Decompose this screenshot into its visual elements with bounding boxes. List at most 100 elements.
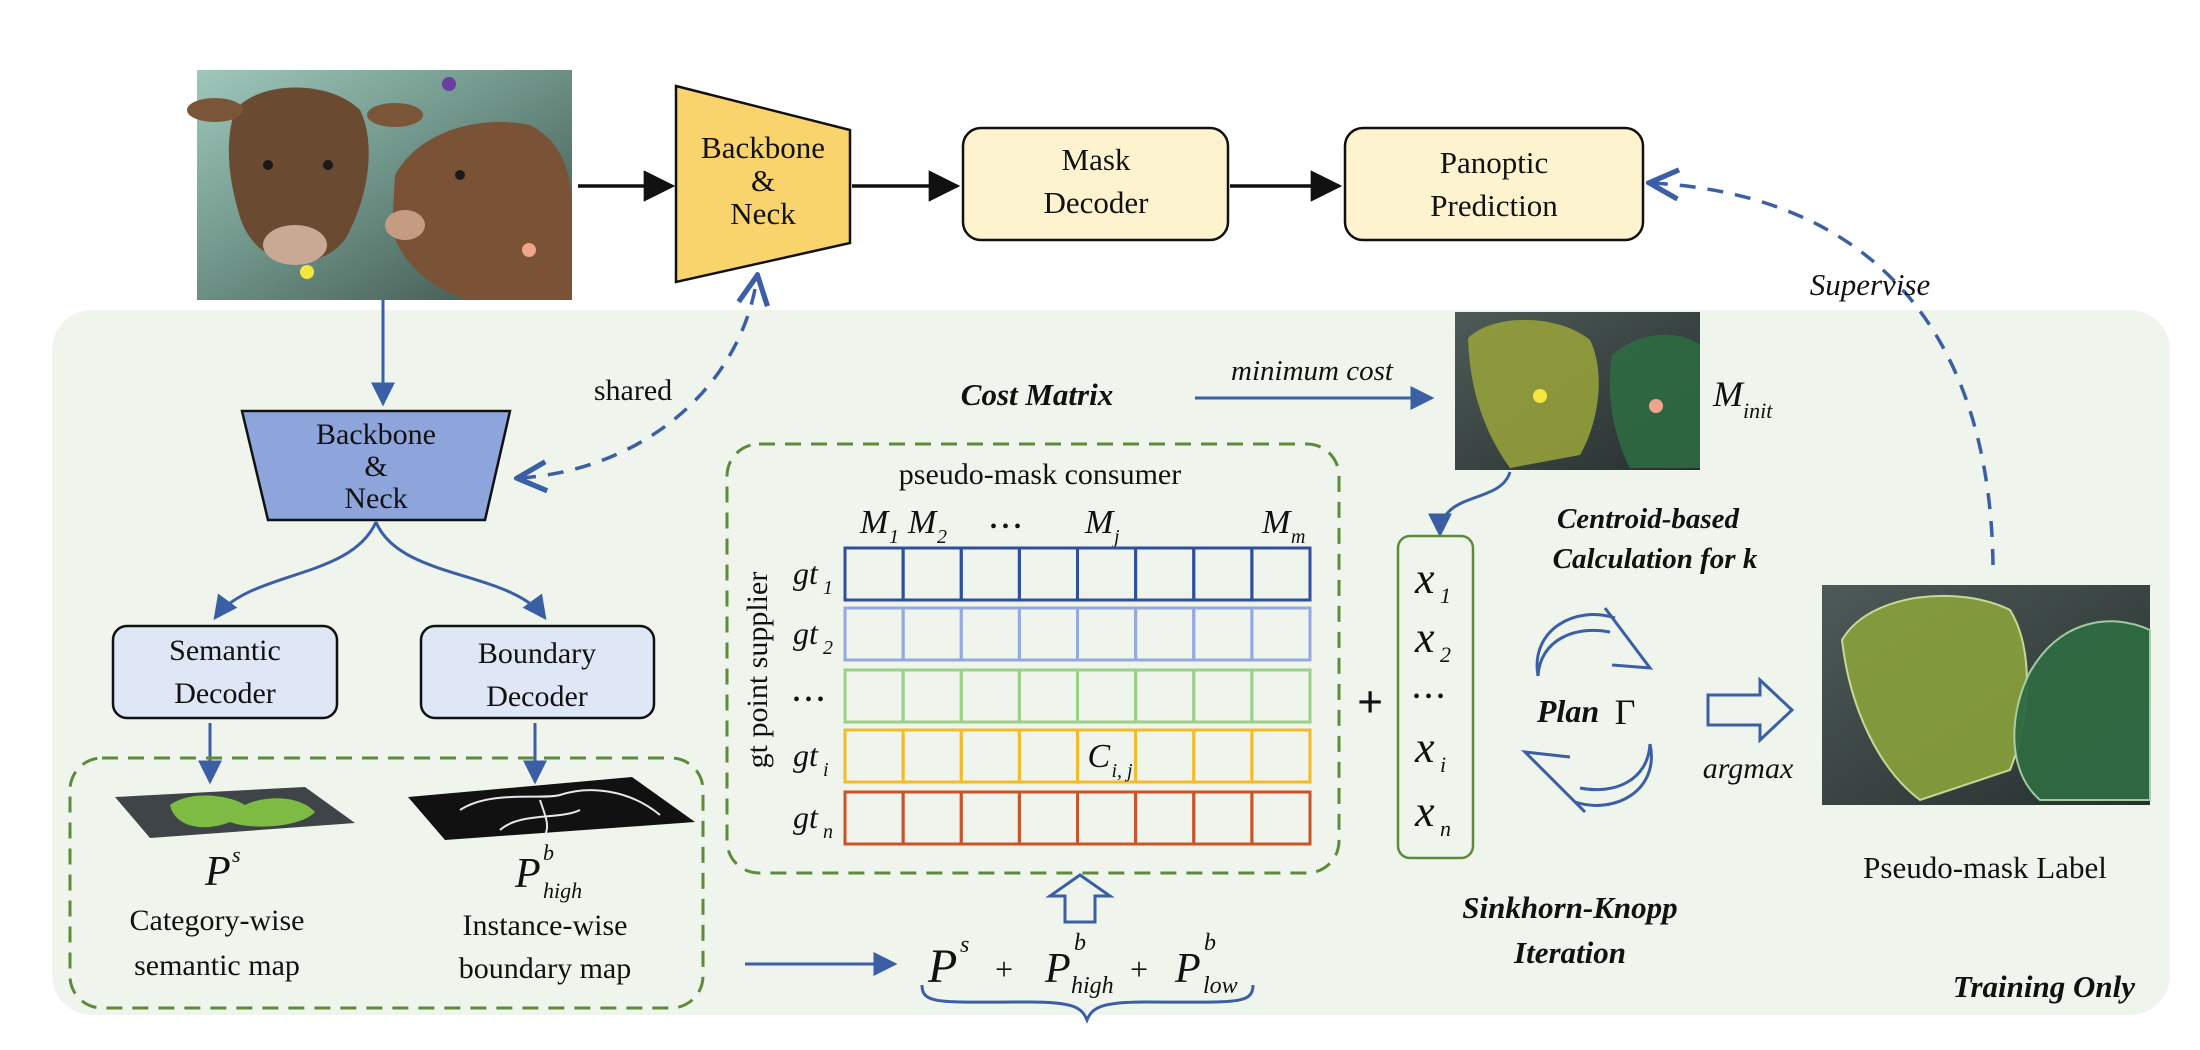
row-header-sub: n: [823, 821, 833, 843]
supervise-arrow: [1652, 183, 1995, 566]
svg-text:Backbone: Backbone: [701, 130, 825, 165]
row-header: gt: [793, 799, 819, 835]
centroid-label: Centroid-based: [1557, 503, 1740, 535]
column-header-sub: 1: [889, 526, 899, 548]
svg-text:Instance-wise: Instance-wise: [463, 909, 628, 942]
svg-text:M: M: [1712, 374, 1745, 414]
supervise-label: Supervise: [1810, 267, 1931, 302]
x-vector-entry-sub: 2: [1440, 642, 1451, 667]
svg-text:+: +: [995, 951, 1013, 987]
x-vector-entry: x: [1414, 723, 1435, 772]
svg-text:P: P: [514, 851, 541, 897]
matrix-cell: [1250, 728, 1312, 784]
training-only-label: Training Only: [1953, 969, 2136, 1004]
maps-box: [68, 756, 705, 1010]
shared-arrow: [520, 278, 757, 478]
cycle-icon: [1520, 607, 1654, 814]
svg-text:+: +: [1130, 951, 1148, 987]
svg-text:boundary map: boundary map: [459, 952, 631, 985]
svg-text:P: P: [204, 849, 231, 895]
svg-text:Decoder: Decoder: [1044, 185, 1150, 220]
backbone-bottom: Backbone & Neck: [240, 409, 512, 522]
column-header: • • •: [990, 516, 1021, 538]
x-vector-entry-sub: i: [1440, 752, 1446, 777]
sinkhorn-label: Sinkhorn-Knopp: [1462, 890, 1677, 925]
svg-text:P: P: [1044, 946, 1071, 992]
svg-text:s: s: [232, 842, 241, 867]
gamma-symbol: Γ: [1615, 692, 1636, 732]
x-vector-entry-sub: 1: [1440, 583, 1451, 608]
row-header: • • •: [793, 689, 824, 711]
x-vector-entry-sub: n: [1440, 816, 1451, 841]
cost-matrix-label: Cost Matrix: [961, 377, 1113, 412]
svg-text:Decoder: Decoder: [486, 680, 588, 713]
svg-text:b: b: [543, 840, 554, 865]
semantic-map: P s Category-wise semantic map: [115, 787, 355, 982]
svg-text:P: P: [1174, 946, 1201, 992]
argmax-arrow: [1706, 676, 1795, 744]
x-vector-entry: x: [1414, 787, 1435, 836]
svg-text:Decoder: Decoder: [174, 677, 276, 710]
row-header: gt: [793, 555, 819, 591]
argmax-label: argmax: [1703, 752, 1794, 785]
pseudo-mask-image: [1822, 585, 2151, 805]
svg-text:high: high: [543, 878, 582, 903]
panoptic-prediction: Panoptic Prediction: [1343, 126, 1645, 242]
column-header-sub: j: [1111, 526, 1120, 548]
column-header: M: [1261, 504, 1292, 541]
minimum-cost-label: minimum cost: [1231, 355, 1394, 387]
x-vector-box: [1396, 534, 1475, 860]
svg-text:init: init: [1743, 398, 1773, 423]
matrix-cell: [1250, 606, 1312, 662]
plus-sign: +: [1357, 676, 1383, 727]
x-vector-entry: • • •: [1413, 686, 1444, 708]
matrix-cell: [1250, 546, 1312, 602]
svg-text:Neck: Neck: [344, 482, 407, 515]
svg-text:b: b: [1204, 930, 1216, 956]
centroid-label-2: Calculation for k: [1553, 543, 1758, 575]
svg-text:low: low: [1203, 973, 1238, 999]
consumer-label: pseudo-mask consumer: [899, 458, 1181, 491]
svg-text:semantic map: semantic map: [134, 949, 300, 982]
cell-label-cij-sub: i, j: [1112, 760, 1134, 782]
svg-text:Semantic: Semantic: [169, 634, 281, 667]
row-headers: gt 1gt 2• • •gt igt n: [793, 555, 833, 843]
boundary-decoder: Boundary Decoder: [419, 624, 656, 720]
row-header-sub: i: [823, 759, 829, 781]
sum-formula: P s + P b high + P b low: [920, 930, 1255, 1024]
boundary-map: P b high Instance-wise boundary map: [408, 777, 695, 985]
m-init-image: [1455, 312, 1700, 470]
svg-text:Panoptic: Panoptic: [1440, 145, 1549, 180]
semantic-decoder: Semantic Decoder: [111, 624, 339, 720]
svg-text:high: high: [1071, 973, 1114, 999]
svg-text:Category-wise: Category-wise: [130, 904, 305, 937]
x-vector-entry: x: [1414, 554, 1435, 603]
row-header: gt: [793, 615, 819, 651]
point-orange-marker: [522, 243, 536, 257]
svg-text:&: &: [364, 450, 387, 483]
x-vector-entry: x: [1414, 613, 1435, 662]
cell-label-cij: C: [1088, 738, 1111, 775]
svg-text:Neck: Neck: [730, 196, 796, 231]
column-header: M: [907, 504, 938, 541]
row-header-sub: 1: [823, 577, 833, 599]
svg-text:Backbone: Backbone: [316, 418, 436, 451]
svg-text:Mask: Mask: [1062, 142, 1131, 177]
hollow-up-arrow: [1045, 873, 1115, 924]
row-header: gt: [793, 737, 819, 773]
plan-label: Plan: [1536, 693, 1599, 729]
x-vector: x 1x 2• • •x ix n: [1413, 554, 1451, 841]
svg-text:Boundary: Boundary: [478, 637, 596, 670]
matrix-cell: [1250, 668, 1312, 724]
input-image: [187, 70, 572, 300]
shared-label: shared: [594, 374, 672, 407]
point-purple-marker: [442, 77, 456, 91]
mask-decoder: Mask Decoder: [961, 126, 1230, 242]
column-header-sub: 2: [937, 526, 947, 548]
supplier-label: gt point supplier: [741, 572, 774, 769]
svg-text:b: b: [1074, 930, 1086, 956]
column-header-sub: m: [1291, 526, 1305, 548]
row-header-sub: 2: [823, 637, 833, 659]
